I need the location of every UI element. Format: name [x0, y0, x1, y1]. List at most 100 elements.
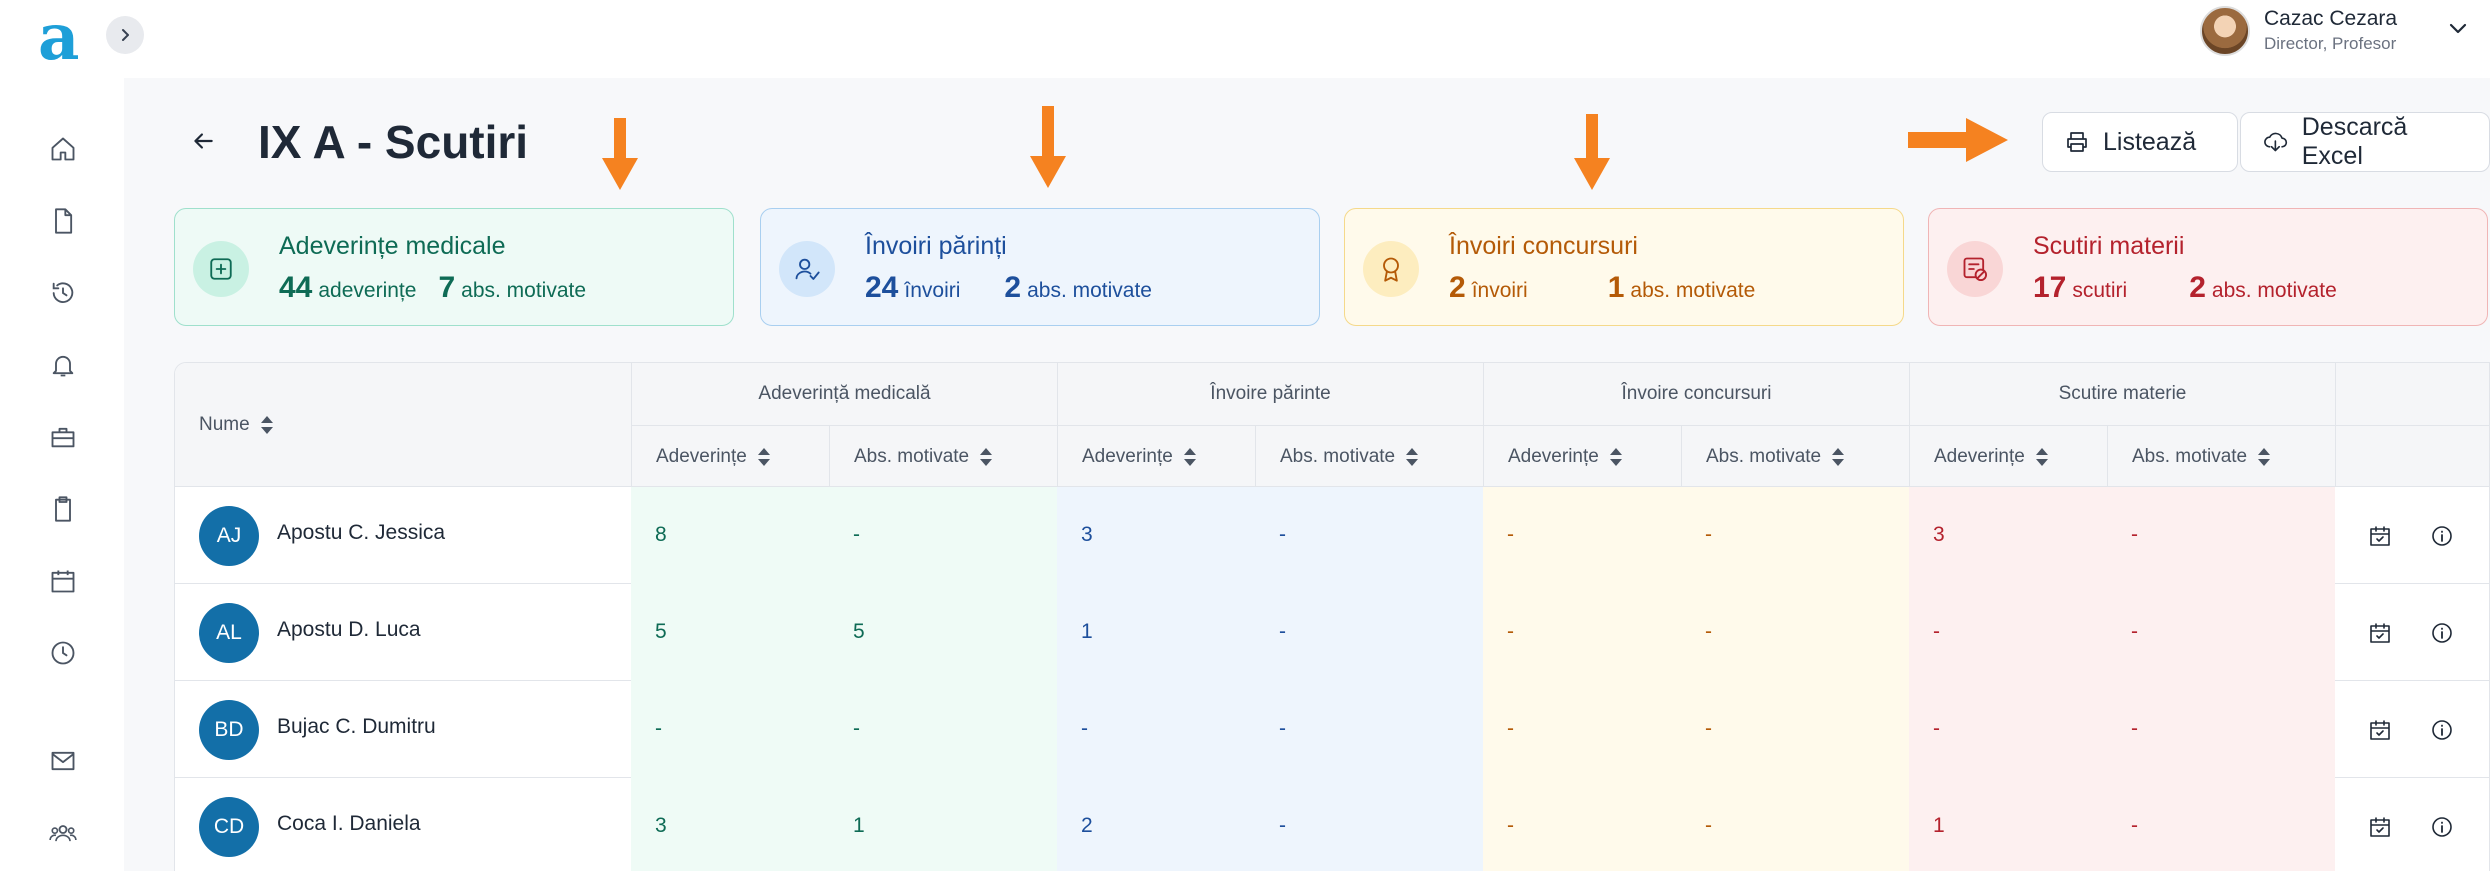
column-header-label: Abs. motivate: [1280, 445, 1396, 467]
clock-icon[interactable]: [46, 636, 80, 670]
cell-contests-motivated: -: [1705, 620, 1712, 643]
stat-motivated: 1: [1607, 271, 1625, 304]
stat-motivated: 2: [1004, 271, 1022, 304]
calendar-check-icon[interactable]: [2365, 812, 2395, 842]
cell-contests-motivated: -: [1705, 717, 1712, 740]
column-header-label: Abs. motivate: [2132, 445, 2248, 467]
cell-subjects-motivated: -: [2131, 717, 2138, 740]
sort-icon: [1832, 447, 1845, 466]
cell-subjects-certificates: 3: [1933, 523, 1945, 546]
calendar-check-icon[interactable]: [2365, 618, 2395, 648]
cell-subjects-motivated: -: [2131, 523, 2138, 546]
home-icon[interactable]: [46, 132, 80, 166]
annotation-arrow-down-icon: [602, 118, 638, 190]
stat-motivated-label: abs. motivate: [2211, 279, 2337, 302]
annotation-arrow-right-icon: [1908, 118, 2008, 162]
mail-icon[interactable]: [46, 744, 80, 778]
medical-plus-icon: [193, 241, 249, 297]
avatar: AL: [199, 603, 259, 663]
back-button[interactable]: [186, 124, 220, 158]
cell-contests-certificates: -: [1507, 717, 1514, 740]
stat-count: 17: [2033, 271, 2067, 304]
stat-motivated: 7: [438, 271, 456, 304]
cell-parents-motivated: -: [1279, 814, 1286, 837]
column-header-motivated[interactable]: Abs. motivate: [2107, 425, 2335, 487]
card-title: Învoiri părinți: [865, 232, 1007, 260]
calendar-check-icon[interactable]: [2365, 715, 2395, 745]
chevron-right-icon: [122, 29, 129, 41]
bell-icon[interactable]: [46, 348, 80, 382]
cell-contests-certificates: -: [1507, 620, 1514, 643]
column-header-motivated[interactable]: Abs. motivate: [1681, 425, 1909, 487]
column-header-certificates[interactable]: Adeverințe: [1909, 425, 2107, 487]
arrow-left-icon: [194, 133, 213, 149]
sort-icon: [260, 416, 273, 434]
column-header-motivated[interactable]: Abs. motivate: [1255, 425, 1483, 487]
student-name[interactable]: Coca I. Daniela: [277, 812, 421, 835]
chevron-down-icon[interactable]: [2446, 16, 2470, 40]
app-logo[interactable]: a: [38, 0, 80, 75]
table-row[interactable]: BD Bujac C. Dumitru - - - - - - - -: [175, 681, 2489, 778]
column-header-certificates[interactable]: Adeverințe: [631, 425, 829, 487]
user-name: Cazac Cezara: [2264, 7, 2398, 30]
column-header-label: Nume: [199, 414, 250, 435]
stat-count-label: învoiri: [1471, 279, 1528, 302]
briefcase-icon[interactable]: [46, 420, 80, 454]
sort-icon: [980, 447, 993, 466]
table-row[interactable]: AL Apostu D. Luca 5 5 1 - - - - -: [175, 584, 2489, 681]
annotation-arrow-down-icon: [1030, 106, 1066, 188]
cell-subjects-motivated: -: [2131, 620, 2138, 643]
avatar: AJ: [199, 506, 259, 566]
card-contest-leaves[interactable]: Învoiri concursuri 2 învoiri 1 abs. moti…: [1344, 208, 1904, 326]
expand-sidebar-button[interactable]: [106, 16, 144, 54]
cell-parents-motivated: -: [1279, 523, 1286, 546]
clipboard-icon[interactable]: [46, 492, 80, 526]
history-icon[interactable]: [46, 276, 80, 310]
group-header-subjects: Scutire materie: [1909, 363, 2335, 425]
sort-icon: [1406, 447, 1419, 466]
stat-count: 2: [1449, 271, 1466, 304]
sidebar: [0, 78, 124, 871]
student-name[interactable]: Apostu C. Jessica: [277, 521, 446, 544]
sort-icon: [2035, 447, 2048, 466]
calendar-check-icon[interactable]: [2365, 521, 2395, 551]
card-subject-exemptions[interactable]: Scutiri materii 17 scutiri 2 abs. motiva…: [1928, 208, 2488, 326]
info-icon[interactable]: [2427, 521, 2457, 551]
info-icon[interactable]: [2427, 812, 2457, 842]
exemptions-table: Nume Adeverință medicală Învoire părinte…: [174, 362, 2490, 871]
column-header-name[interactable]: Nume: [175, 363, 631, 487]
stat-motivated: 2: [2189, 271, 2206, 304]
column-header-certificates[interactable]: Adeverințe: [1483, 425, 1681, 487]
print-button[interactable]: Listează: [2042, 112, 2238, 172]
column-header-label: Adeverințe: [1082, 445, 1173, 467]
top-bar: a Cazac Cezara Director, Profesor: [0, 0, 2490, 78]
table-row[interactable]: CD Coca I. Daniela 3 1 2 - - - 1 -: [175, 778, 2489, 871]
info-icon[interactable]: [2427, 618, 2457, 648]
cell-subjects-certificates: 1: [1933, 814, 1945, 837]
stat-count-label: învoiri: [904, 279, 961, 302]
download-excel-button[interactable]: Descarcă Excel: [2240, 112, 2490, 172]
card-medical-certificates[interactable]: Adeverințe medicale 44 adeverințe 7 abs.…: [174, 208, 734, 326]
users-icon[interactable]: [46, 816, 80, 850]
card-parent-leaves[interactable]: Învoiri părinți 24 învoiri 2 abs. motiva…: [760, 208, 1320, 326]
cell-medical-motivated: -: [853, 523, 860, 546]
cell-medical-certificates: 5: [655, 620, 667, 643]
column-header-label: Abs. motivate: [854, 445, 970, 467]
student-name[interactable]: Bujac C. Dumitru: [277, 715, 436, 738]
cell-contests-certificates: -: [1507, 523, 1514, 546]
stat-count: 24: [865, 271, 899, 304]
student-name[interactable]: Apostu D. Luca: [277, 618, 421, 641]
card-title: Adeverințe medicale: [279, 232, 506, 260]
user-menu[interactable]: Cazac Cezara Director, Profesor: [2200, 4, 2397, 58]
table-header: Nume Adeverință medicală Învoire părinte…: [175, 363, 2489, 487]
column-header-motivated[interactable]: Abs. motivate: [829, 425, 1057, 487]
document-icon[interactable]: [46, 204, 80, 238]
group-header-contests: Învoire concursuri: [1483, 363, 1909, 425]
column-header-label: Adeverințe: [1508, 445, 1599, 467]
cell-subjects-certificates: -: [1933, 620, 1940, 643]
stat-motivated-label: abs. motivate: [461, 279, 587, 302]
table-row[interactable]: AJ Apostu C. Jessica 8 - 3 - - - 3 -: [175, 487, 2489, 584]
calendar-icon[interactable]: [46, 564, 80, 598]
info-icon[interactable]: [2427, 715, 2457, 745]
column-header-certificates[interactable]: Adeverințe: [1057, 425, 1255, 487]
